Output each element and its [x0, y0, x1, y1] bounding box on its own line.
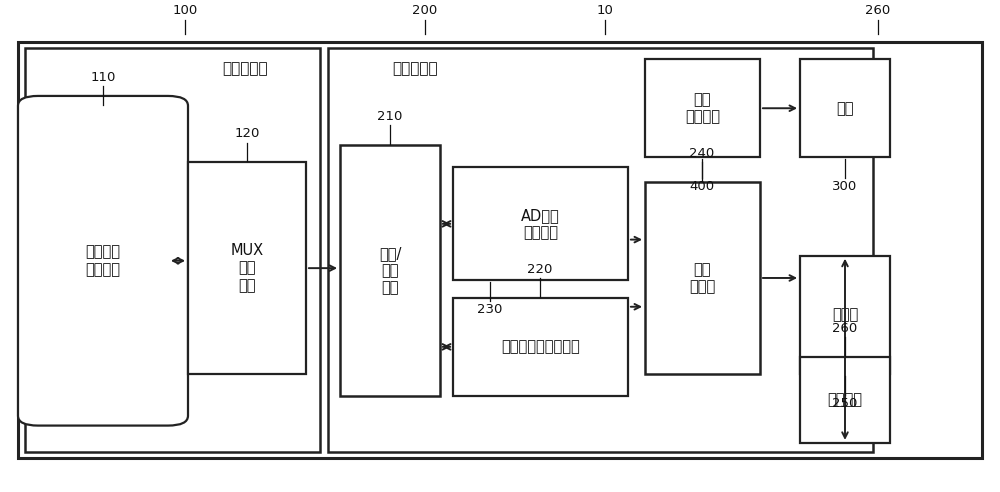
Bar [800, 256, 890, 374]
Text: 260: 260 [865, 4, 891, 17]
Text: 230: 230 [477, 303, 503, 316]
Text: 120: 120 [234, 127, 260, 140]
Text: 100: 100 [172, 4, 198, 17]
Text: 超声波探针: 超声波探针 [222, 62, 268, 76]
Bar [645, 59, 760, 157]
Text: 高压电脉冲生成部分: 高压电脉冲生成部分 [501, 339, 580, 354]
Text: 110: 110 [90, 71, 116, 84]
Bar [340, 145, 440, 396]
Text: 220: 220 [527, 263, 553, 276]
Text: 240: 240 [689, 147, 715, 160]
Bar [328, 48, 873, 452]
Bar [453, 298, 628, 396]
Text: 电池: 电池 [836, 101, 854, 116]
Bar [645, 182, 760, 374]
Text: 260: 260 [832, 322, 858, 335]
Text: MUX
电路
部分: MUX 电路 部分 [230, 243, 264, 293]
Text: AD信号
处理部分: AD信号 处理部分 [521, 208, 560, 240]
Text: 发送/
接收
部分: 发送/ 接收 部分 [379, 246, 401, 296]
Bar [18, 42, 982, 458]
Text: 波束
形成器: 波束 形成器 [689, 262, 716, 294]
FancyBboxPatch shape [18, 96, 188, 426]
Bar [800, 357, 890, 443]
Bar [453, 167, 628, 280]
Bar [188, 162, 306, 374]
Text: 210: 210 [377, 110, 403, 123]
Text: 400: 400 [689, 180, 715, 193]
Text: 10: 10 [597, 4, 613, 17]
Text: 200: 200 [412, 4, 438, 17]
Text: 处理器: 处理器 [832, 308, 858, 322]
Text: 250: 250 [832, 397, 858, 409]
Text: 电力
控制部分: 电力 控制部分 [685, 92, 720, 124]
Text: 主电路部分: 主电路部分 [392, 62, 438, 76]
Text: 通信部分: 通信部分 [828, 392, 863, 407]
Text: 压电元件
阵列模块: 压电元件 阵列模块 [86, 245, 121, 277]
Bar [800, 59, 890, 157]
Bar [25, 48, 320, 452]
Text: 300: 300 [832, 180, 858, 193]
